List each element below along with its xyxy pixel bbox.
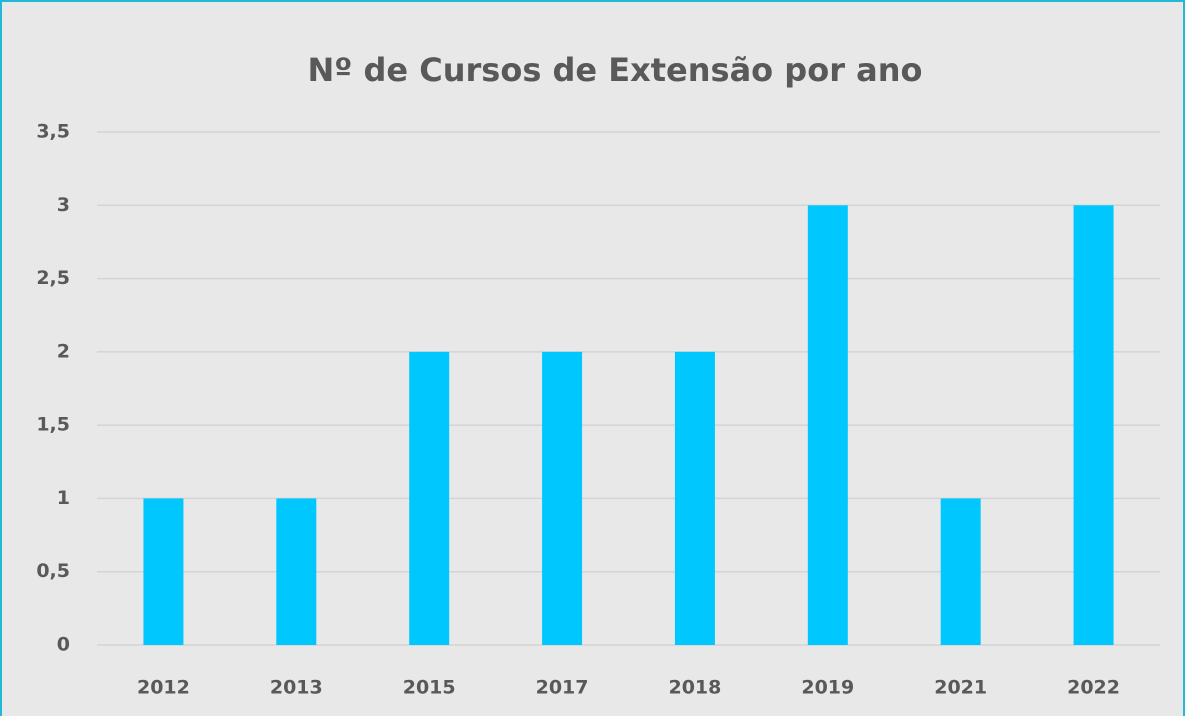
bar xyxy=(1073,205,1114,646)
x-tick-label: 2022 xyxy=(1067,677,1120,699)
y-tick-label: 0,5 xyxy=(36,560,70,582)
x-tick-label: 2021 xyxy=(934,677,987,699)
x-tick-label: 2018 xyxy=(668,677,721,699)
x-tick-label: 2013 xyxy=(270,677,323,699)
bar xyxy=(674,351,715,645)
y-tick-label: 1,5 xyxy=(36,414,70,436)
chart-title: Nº de Cursos de Extensão por ano xyxy=(308,51,923,89)
bar xyxy=(542,351,583,645)
bar xyxy=(807,205,848,646)
x-tick-label: 2012 xyxy=(137,677,190,699)
bar xyxy=(276,498,317,645)
y-tick-label: 3,5 xyxy=(36,121,70,143)
x-tick-label: 2015 xyxy=(403,677,456,699)
x-tick-label: 2019 xyxy=(801,677,854,699)
bar xyxy=(940,498,981,645)
y-tick-label: 1 xyxy=(57,487,70,509)
y-tick-label: 2,5 xyxy=(36,267,70,289)
y-tick-label: 0 xyxy=(57,634,70,656)
y-tick-label: 2 xyxy=(57,340,70,362)
bar xyxy=(409,351,450,645)
bar xyxy=(143,498,184,645)
y-tick-label: 3 xyxy=(57,194,70,216)
x-tick-label: 2017 xyxy=(536,677,589,699)
